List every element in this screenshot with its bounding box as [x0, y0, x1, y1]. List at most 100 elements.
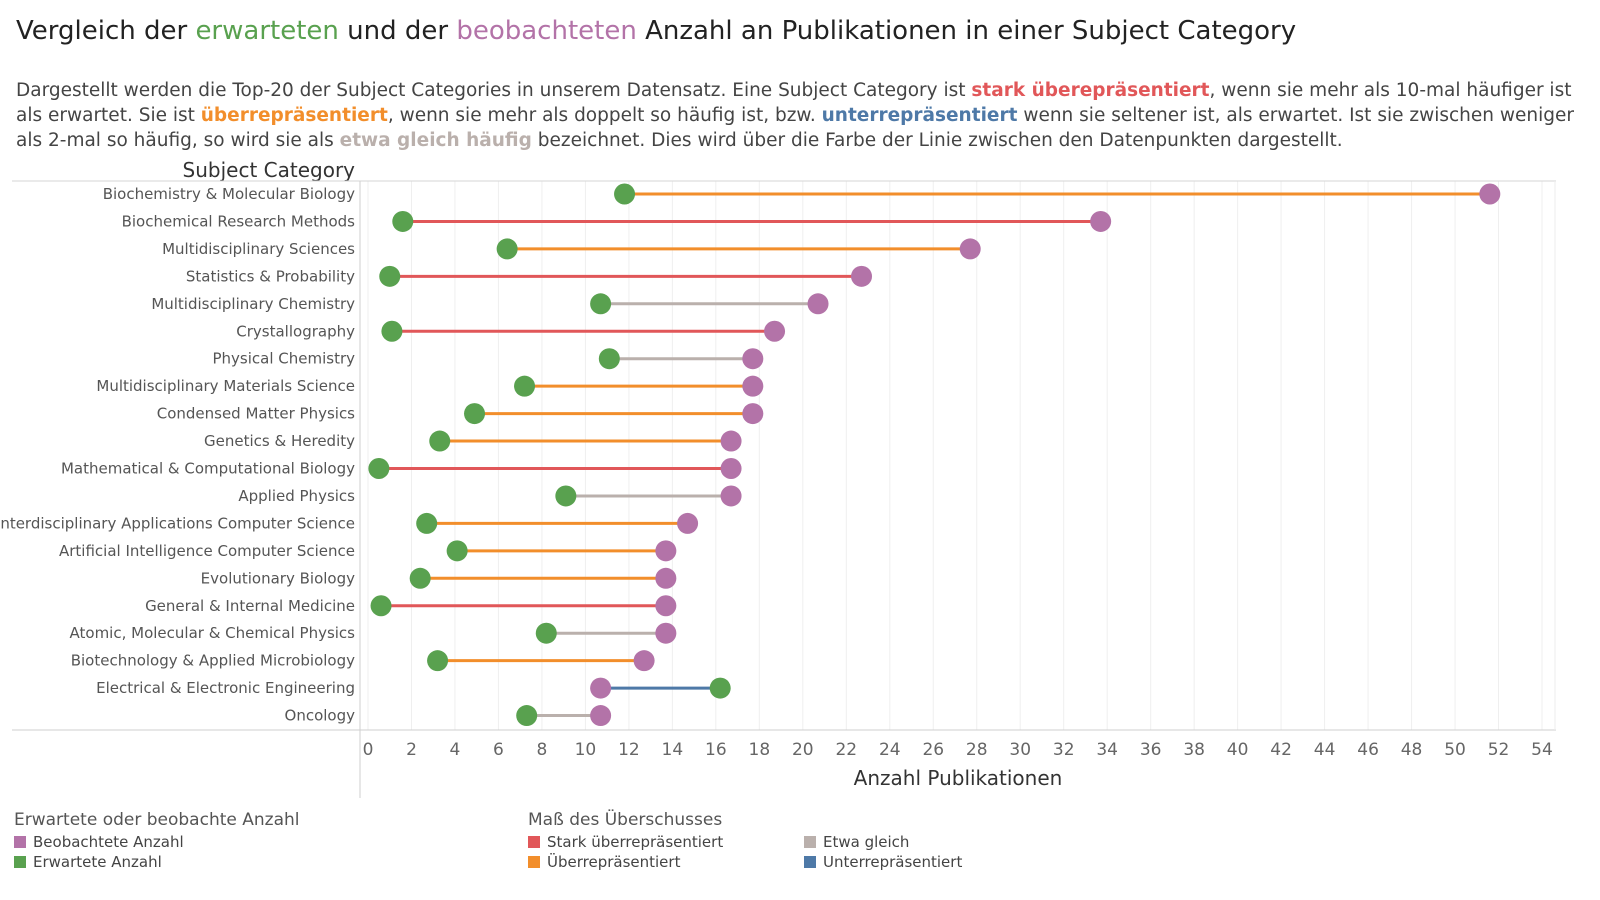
category-label: Artificial Intelligence Computer Science [59, 542, 355, 560]
data-points [368, 183, 1501, 727]
legend-swatch-expected [14, 856, 26, 868]
expected-point [598, 348, 620, 370]
observed-point [655, 540, 677, 562]
title-part-2: und der [338, 16, 457, 46]
category-labels: Biochemistry & Molecular Biology Biochemi… [0, 185, 355, 725]
gridlines [367, 181, 1543, 730]
title-part-3: Anzahl an Publikationen in einer Subject… [636, 16, 1297, 46]
x-tick-labels: 0 2 4 6 8 10 12 14 16 18 20 22 24 26 28 30 32 34 36 38 40 42 4… [363, 740, 1553, 760]
observed-point [655, 622, 677, 644]
expected-point [496, 238, 518, 260]
desc-part-5: bezeichnet. Dies wird über die Farbe der… [531, 130, 1343, 151]
desc-part-1: Dargestellt werden die Top-20 der Subjec… [16, 80, 972, 101]
expected-point [555, 485, 577, 507]
chart-title: Vergleich der erwarteten und der beobach… [16, 16, 1296, 46]
category-label: Physical Chemistry [212, 350, 355, 368]
category-label: Evolutionary Biology [201, 569, 355, 587]
x-tick-label: 26 [922, 740, 944, 760]
chart-description: Dargestellt werden die Top-20 der Subjec… [16, 78, 1576, 153]
category-label: Oncology [285, 707, 356, 725]
x-tick-label: 10 [575, 740, 597, 760]
legend-label-observed: Beobachtete Anzahl [33, 833, 184, 851]
y-axis-header: Subject Category [183, 158, 356, 182]
observed-point [742, 375, 764, 397]
expected-point [590, 293, 612, 315]
x-tick-label: 6 [493, 740, 504, 760]
desc-strong-over: stark überepräsentiert [971, 80, 1210, 101]
expected-point [535, 622, 557, 644]
category-label: Mathematical & Computational Biology [61, 460, 355, 478]
category-label: Multidisciplinary Chemistry [151, 295, 355, 313]
expected-point [370, 595, 392, 617]
legend-label-expected: Erwartete Anzahl [33, 853, 162, 871]
category-label: Biochemical Research Methods [122, 212, 356, 230]
observed-point [677, 512, 699, 534]
x-tick-label: 42 [1270, 740, 1292, 760]
desc-over: überrepräsentiert [200, 105, 388, 126]
title-observed-word: beobachteten [456, 16, 637, 46]
category-label: Biochemistry & Molecular Biology [103, 185, 355, 203]
title-part-1: Vergleich der [16, 16, 196, 46]
legend-label-strong-over: Stark überrepräsentiert [547, 833, 724, 851]
observed-point [720, 458, 742, 479]
category-label: Condensed Matter Physics [157, 405, 355, 423]
category-label: Electrical & Electronic Engineering [96, 679, 355, 697]
observed-point [720, 430, 742, 452]
expected-point [427, 650, 449, 672]
legend-item-strong-over: Stark überrepräsentiert [528, 832, 723, 852]
observed-point [655, 567, 677, 589]
category-label: Applied Physics [238, 487, 355, 505]
desc-part-3: , wenn sie mehr als doppelt so häufig is… [387, 105, 822, 126]
x-tick-label: 44 [1314, 740, 1336, 760]
observed-point [742, 348, 764, 370]
observed-point [720, 485, 742, 507]
x-tick-label: 2 [406, 740, 417, 760]
category-label: General & Internal Medicine [145, 597, 355, 615]
connector-lines [378, 192, 1490, 718]
observed-point [959, 238, 981, 260]
legend-swatch-equal [804, 836, 816, 848]
x-tick-label: 46 [1357, 740, 1379, 760]
legend-label-equal: Etwa gleich [823, 833, 910, 851]
expected-point [368, 458, 390, 479]
observed-point [655, 595, 677, 617]
x-tick-label: 24 [879, 740, 901, 760]
legend-lines-title: Maß des Überschusses [528, 810, 723, 830]
expected-point [709, 677, 731, 699]
x-tick-label: 30 [1009, 740, 1031, 760]
observed-point [1090, 210, 1112, 232]
expected-point [409, 567, 431, 589]
x-tick-label: 20 [792, 740, 814, 760]
x-tick-label: 16 [705, 740, 727, 760]
category-label: Multidisciplinary Materials Science [96, 377, 355, 395]
x-tick-label: 40 [1227, 740, 1249, 760]
category-label: Genetics & Heredity [204, 432, 355, 450]
category-label: Atomic, Molecular & Chemical Physics [70, 624, 356, 642]
legend-item-observed: Beobachtete Anzahl [14, 832, 300, 852]
category-label: Interdisciplinary Applications Computer … [0, 514, 355, 532]
title-expected-word: erwarteten [195, 16, 339, 46]
observed-point [1479, 183, 1501, 205]
observed-point [807, 293, 829, 315]
expected-point [392, 210, 414, 232]
x-tick-label: 34 [1096, 740, 1118, 760]
legend-swatch-observed [14, 836, 26, 848]
expected-point [429, 430, 451, 452]
legend-lines-2: Etwa gleich Unterrepräsentiert [804, 832, 962, 872]
x-tick-label: 12 [618, 740, 640, 760]
legend-item-expected: Erwartete Anzahl [14, 852, 300, 872]
legend-label-under: Unterrepräsentiert [823, 853, 963, 871]
axes [12, 180, 1556, 798]
observed-point [851, 265, 873, 287]
x-tick-label: 0 [363, 740, 374, 760]
legend-item-equal: Etwa gleich [804, 832, 962, 852]
legend-points: Erwartete oder beobachte Anzahl Beobacht… [14, 810, 300, 872]
legend-label-over: Überrepräsentiert [547, 853, 681, 871]
legend-item-over: Überrepräsentiert [528, 852, 723, 872]
legend-item-under: Unterrepräsentiert [804, 852, 962, 872]
x-tick-label: 38 [1183, 740, 1205, 760]
expected-point [516, 705, 538, 727]
x-tick-label: 52 [1488, 740, 1510, 760]
x-axis-label: Anzahl Publikationen [854, 766, 1063, 790]
x-tick-label: 14 [662, 740, 684, 760]
